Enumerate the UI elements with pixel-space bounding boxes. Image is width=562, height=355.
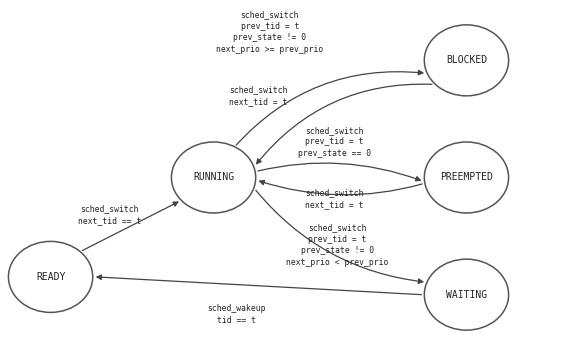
Ellipse shape <box>171 142 256 213</box>
Text: sched_wakeup
tid == t: sched_wakeup tid == t <box>207 304 265 324</box>
Ellipse shape <box>424 259 509 330</box>
Text: sched_switch
next_tid = t: sched_switch next_tid = t <box>229 86 288 106</box>
Text: sched_switch
next_tid = t: sched_switch next_tid = t <box>305 189 364 209</box>
Text: PREEMPTED: PREEMPTED <box>440 173 493 182</box>
Text: READY: READY <box>36 272 65 282</box>
Text: sched_switch
prev_tid = t
prev_state == 0: sched_switch prev_tid = t prev_state == … <box>298 126 371 158</box>
Text: sched_switch
prev_tid = t
prev_state != 0
next_prio < prev_prio: sched_switch prev_tid = t prev_state != … <box>286 223 388 267</box>
Text: WAITING: WAITING <box>446 290 487 300</box>
Ellipse shape <box>424 25 509 96</box>
Ellipse shape <box>8 241 93 312</box>
Text: RUNNING: RUNNING <box>193 173 234 182</box>
Text: BLOCKED: BLOCKED <box>446 55 487 65</box>
Text: sched_switch
prev_tid = t
prev_state != 0
next_prio >= prev_prio: sched_switch prev_tid = t prev_state != … <box>216 10 323 54</box>
Ellipse shape <box>424 142 509 213</box>
Text: sched_switch
next_tid == t: sched_switch next_tid == t <box>78 204 141 225</box>
